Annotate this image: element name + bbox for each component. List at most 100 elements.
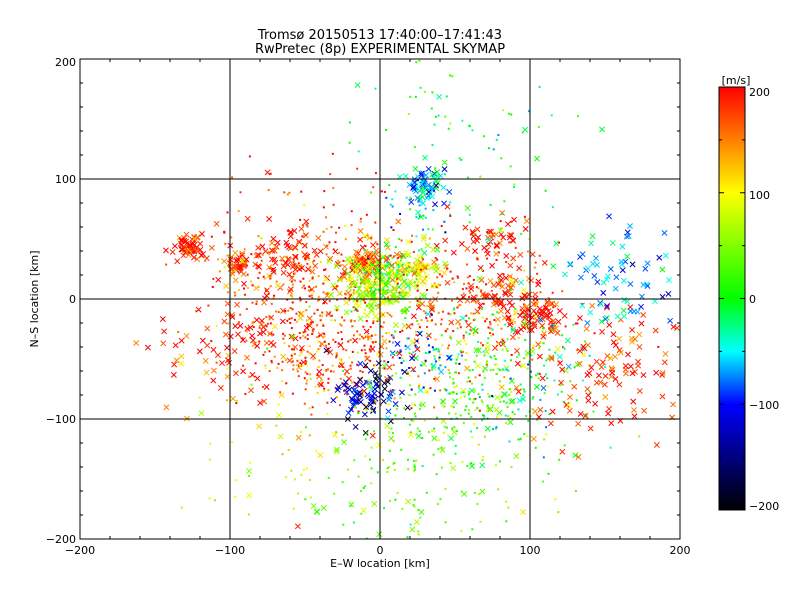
data-point [426, 319, 429, 322]
data-point [437, 114, 440, 117]
data-point-cross [587, 425, 594, 432]
data-point [394, 190, 397, 193]
data-point [291, 296, 294, 299]
data-point-cross [224, 300, 231, 307]
data-point [490, 356, 493, 359]
data-point-cross [507, 262, 514, 269]
data-point [495, 363, 498, 366]
data-point [340, 331, 343, 334]
data-point [334, 241, 337, 244]
data-point [527, 238, 530, 241]
data-point [304, 258, 307, 261]
data-point-cross [434, 246, 441, 253]
data-point [340, 338, 343, 341]
data-point-cross [427, 301, 434, 308]
data-point-cross [513, 384, 520, 391]
data-point [311, 321, 314, 324]
data-point [434, 115, 437, 118]
data-point [456, 430, 459, 433]
data-point [264, 351, 267, 354]
data-point-cross [395, 218, 402, 225]
data-point-cross [502, 274, 509, 281]
data-point [436, 503, 439, 506]
data-point-cross [401, 278, 408, 285]
data-point [364, 301, 367, 304]
data-point-cross [523, 303, 530, 310]
data-point-cross [260, 329, 267, 336]
data-point [530, 370, 533, 373]
data-point-cross [493, 300, 500, 307]
data-point [447, 127, 450, 130]
data-point-cross [299, 264, 305, 271]
data-point [180, 506, 183, 509]
data-point [436, 258, 439, 261]
data-point [231, 440, 234, 443]
data-point [380, 265, 383, 268]
data-point [478, 374, 481, 377]
data-point [362, 299, 365, 302]
data-point [505, 260, 508, 263]
data-point [543, 438, 546, 441]
data-point [485, 360, 488, 363]
data-point-cross [446, 188, 453, 195]
data-point-cross [577, 410, 584, 417]
data-point [497, 367, 500, 370]
data-point [526, 367, 529, 370]
data-point [365, 319, 368, 322]
data-point [468, 124, 471, 127]
x-tick-label: −100 [215, 544, 245, 557]
data-point [404, 345, 407, 348]
data-point-cross [598, 364, 605, 370]
data-point [443, 220, 446, 223]
data-point [501, 368, 504, 371]
data-point [513, 186, 516, 189]
data-point [306, 338, 309, 341]
data-point-cross [348, 501, 355, 508]
data-point [452, 330, 455, 333]
data-point [452, 391, 455, 394]
data-point-cross [250, 337, 257, 344]
data-point-cross [476, 275, 483, 282]
data-point [289, 307, 292, 310]
data-point [329, 311, 332, 314]
data-point [437, 367, 440, 370]
data-point [481, 401, 484, 404]
data-point [486, 231, 489, 234]
data-point [372, 430, 375, 433]
data-point [343, 373, 346, 376]
data-point [335, 356, 338, 359]
data-point [473, 233, 476, 236]
data-point [270, 360, 273, 363]
data-point [320, 382, 323, 385]
x-tick-label: 100 [520, 544, 541, 557]
data-point [400, 448, 403, 451]
data-point [304, 287, 307, 290]
data-point [444, 487, 447, 490]
data-point [491, 394, 494, 397]
data-point [487, 147, 490, 150]
data-point-cross [610, 331, 617, 338]
data-point [305, 245, 308, 248]
data-point [360, 278, 363, 281]
data-point [507, 415, 510, 418]
data-point [290, 327, 293, 330]
data-point [502, 109, 505, 112]
data-point [470, 312, 473, 315]
data-point [483, 417, 486, 420]
data-point [410, 240, 413, 243]
data-point [304, 330, 307, 333]
data-point-cross [208, 244, 215, 251]
data-point [471, 528, 474, 531]
data-point-cross [513, 453, 520, 460]
data-point-cross [384, 423, 391, 429]
data-point [210, 340, 213, 343]
data-point [238, 289, 241, 292]
data-point [257, 285, 260, 288]
data-point [268, 315, 271, 318]
data-point-cross [532, 408, 538, 415]
data-point [383, 360, 386, 363]
data-point-cross [579, 251, 586, 258]
data-point [402, 359, 405, 362]
data-point [370, 334, 373, 337]
data-point [558, 241, 561, 244]
